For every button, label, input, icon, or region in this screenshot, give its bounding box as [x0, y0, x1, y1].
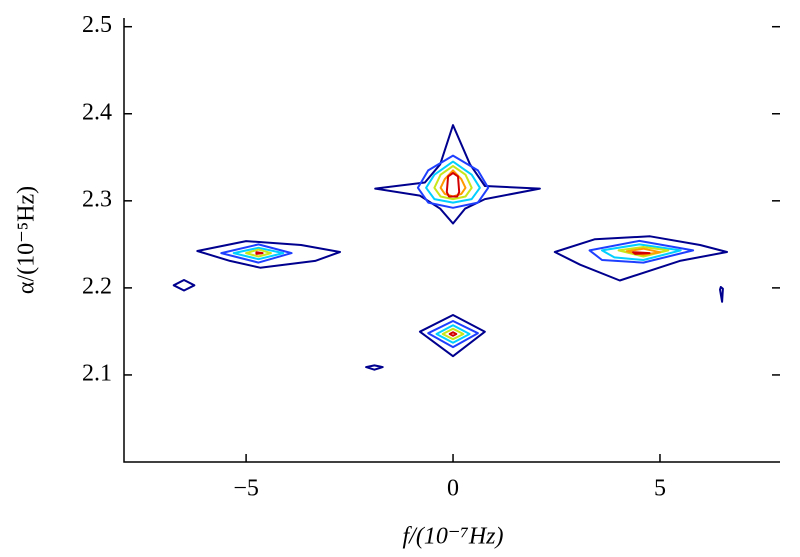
contour-line — [245, 248, 272, 258]
axes — [123, 18, 780, 463]
contour-line — [425, 160, 481, 204]
y-tick-label: 2.5 — [82, 12, 112, 38]
contour-line — [448, 331, 458, 337]
x-tick-label: 0 — [447, 476, 459, 502]
contour-line — [232, 246, 285, 261]
contour-line — [220, 243, 293, 264]
contour-line — [172, 279, 196, 292]
contour-line — [374, 124, 541, 225]
contour-line — [632, 251, 651, 255]
contour-line — [416, 154, 490, 209]
contour-line — [427, 320, 479, 349]
y-tick-label: 2.2 — [82, 273, 112, 299]
contour-line — [433, 165, 473, 201]
contour-line — [196, 240, 341, 269]
contour-line — [435, 324, 471, 344]
y-tick-label: 2.3 — [82, 186, 112, 212]
contour-line — [365, 364, 384, 371]
y-tick-label: 2.4 — [82, 99, 112, 125]
x-axis-label: f/(10⁻⁷Hz) — [402, 524, 503, 550]
x-tick-label: −5 — [233, 476, 259, 502]
contour-line — [601, 243, 682, 261]
contour-line — [719, 286, 724, 303]
contour-line — [418, 314, 486, 358]
contour-line — [588, 239, 695, 264]
contour-line — [439, 169, 467, 198]
x-tick-label: 5 — [654, 476, 666, 502]
contour-line — [553, 235, 728, 282]
y-axis-label: α/(10⁻⁵Hz) — [14, 186, 40, 294]
y-tick-label: 2.1 — [82, 360, 112, 386]
contour-line — [255, 251, 264, 255]
contour-line — [445, 172, 461, 198]
contour-line — [441, 327, 465, 341]
